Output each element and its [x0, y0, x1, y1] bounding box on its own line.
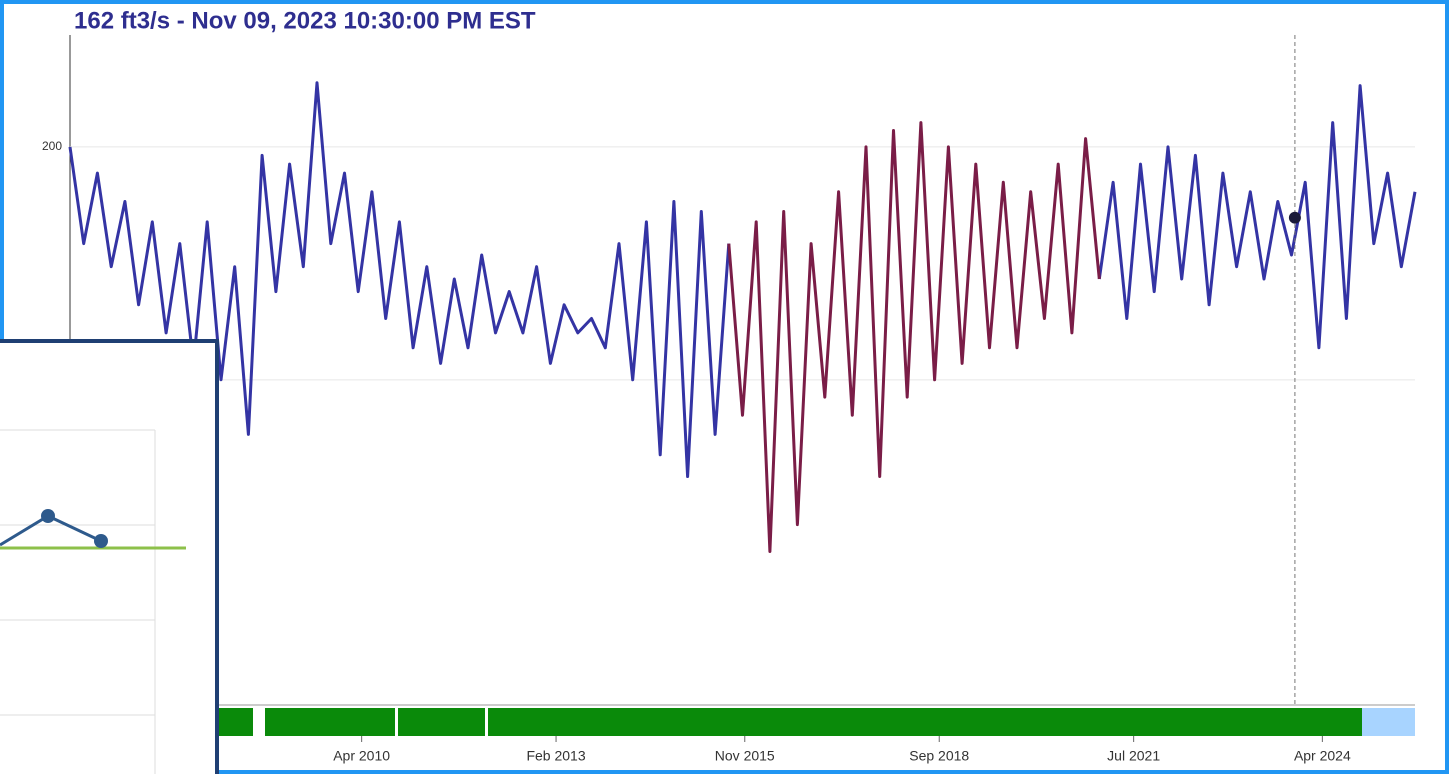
- availability-gap: [395, 708, 398, 736]
- availability-gap: [253, 708, 265, 736]
- series-line: [727, 121, 1101, 553]
- inset-box: [0, 339, 219, 774]
- series-line: [68, 81, 1417, 478]
- highlight-point: [1288, 211, 1301, 224]
- x-tick-label: Jul 2021: [1107, 748, 1160, 764]
- x-tick-label: Sep 2018: [909, 748, 969, 764]
- inset-point: [94, 534, 108, 548]
- inset-point: [41, 509, 55, 523]
- availability-bar: [1362, 708, 1415, 736]
- x-tick-label: Nov 2015: [715, 748, 775, 764]
- chart-title: 162 ft3/s - Nov 09, 2023 10:30:00 PM EST: [74, 7, 536, 34]
- x-tick-label: Apr 2010: [333, 748, 390, 764]
- plot: 200: [42, 35, 1417, 705]
- availability-gap: [485, 708, 488, 736]
- x-tick-label: Feb 2013: [526, 748, 585, 764]
- x-tick-label: Apr 2024: [1294, 748, 1351, 764]
- y-tick-label: 200: [42, 139, 62, 153]
- inset-panel: [0, 339, 219, 774]
- availability-bar: [215, 708, 1362, 736]
